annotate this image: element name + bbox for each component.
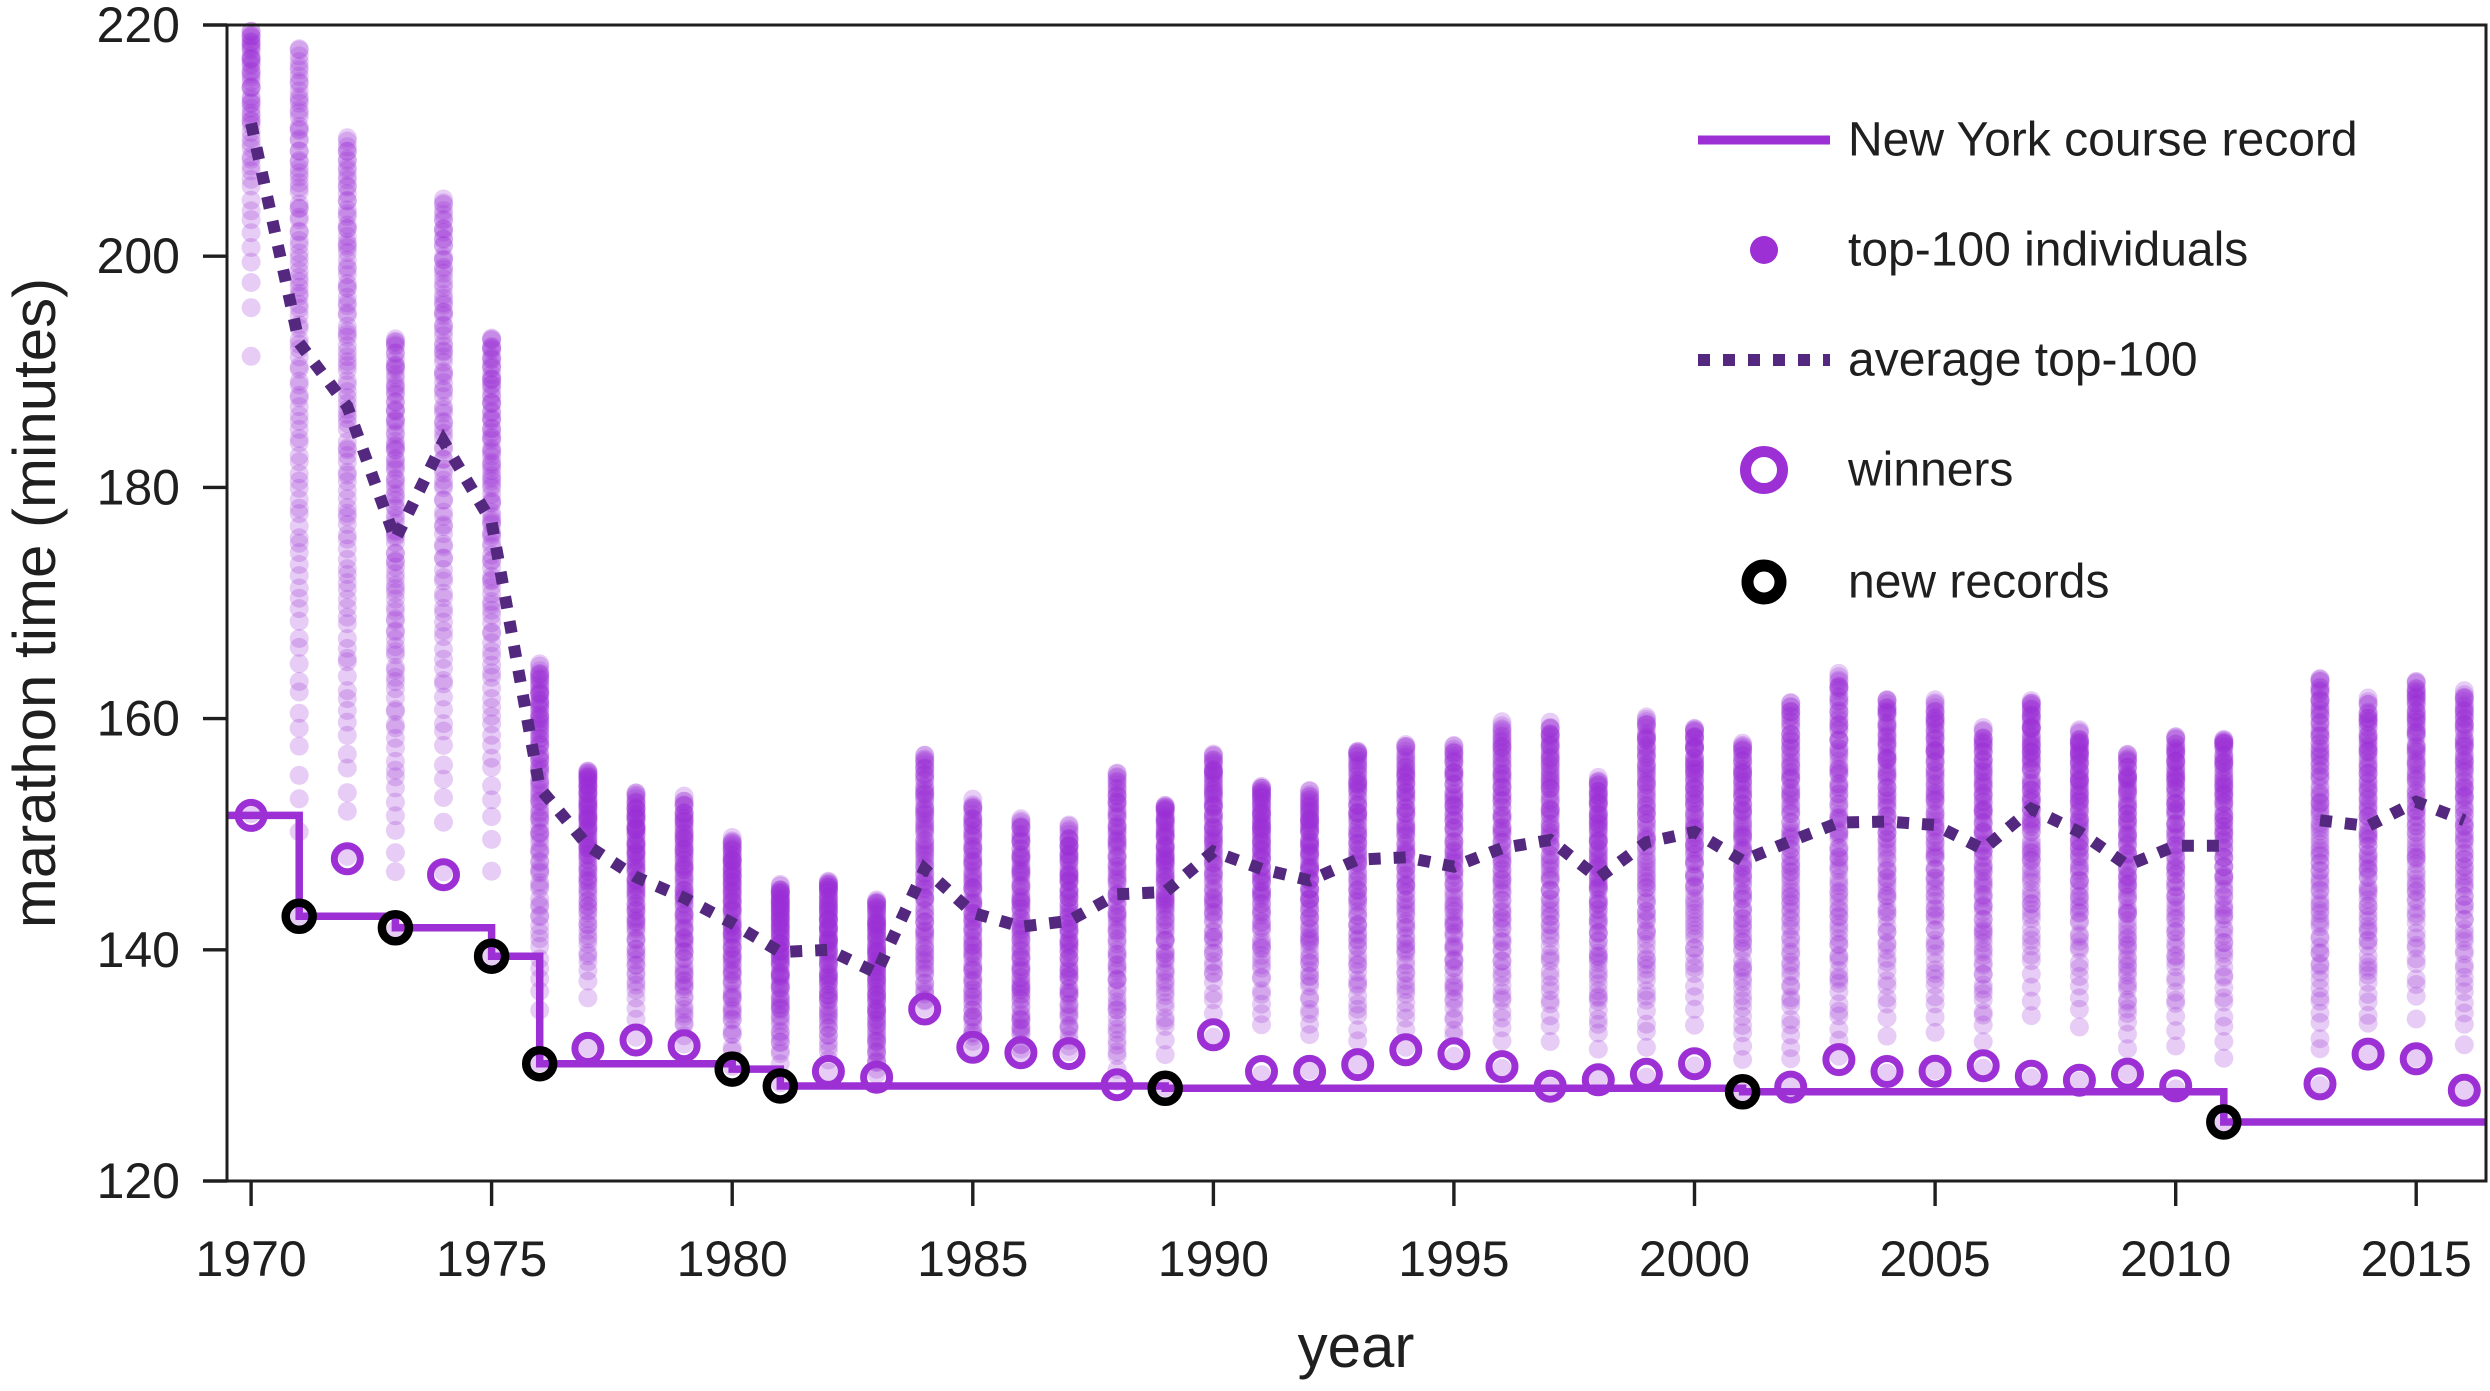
winner-marker-2015: [2399, 1042, 2433, 1076]
x-tick-2005: 2005: [1879, 1231, 1990, 1287]
winner-marker-1994: [1389, 1033, 1423, 1067]
winner-marker-2008: [2062, 1063, 2096, 1097]
x-tick-1990: 1990: [1158, 1231, 1269, 1287]
x-tick-1985: 1985: [917, 1231, 1028, 1287]
winner-marker-2007: [2014, 1059, 2048, 1093]
legend-item-average: average top-100: [1698, 334, 2198, 387]
winner-marker-1992: [1293, 1054, 1327, 1088]
new-record-marker-1976: [521, 1045, 558, 1082]
legend-item-winners: winners: [1740, 444, 2013, 497]
winner-marker-2014: [2351, 1037, 2385, 1071]
winner-marker-1999: [1629, 1057, 1663, 1091]
winner-marker-2013: [2303, 1067, 2337, 1101]
winner-marker-1991: [1245, 1055, 1278, 1088]
winner-marker-1986: [1004, 1036, 1038, 1070]
winner-marker-1993: [1341, 1048, 1375, 1082]
winner-marker-2006: [1966, 1049, 2000, 1083]
y-tick-180: 180: [97, 459, 180, 515]
winner-marker-1970: [234, 798, 268, 832]
winner-marker-1998: [1581, 1063, 1615, 1097]
top100-dots-series: [241, 21, 2474, 1133]
legend-item-course-record: New York course record: [1698, 114, 2358, 167]
winner-marker-2016: [2447, 1073, 2481, 1107]
winner-marker-1985: [956, 1030, 990, 1064]
new-record-marker-1971: [281, 898, 317, 935]
legend-label-new-records: new records: [1848, 556, 2109, 609]
winner-marker-1996: [1485, 1050, 1519, 1084]
legend-label-winners: winners: [1847, 444, 2013, 497]
x-axis-title: year: [1298, 1313, 1415, 1380]
winner-marker-1983: [860, 1060, 894, 1094]
y-tick-220: 220: [97, 0, 180, 53]
legend-label-course-record: New York course record: [1848, 114, 2358, 167]
new-record-marker-1981: [762, 1068, 799, 1104]
top100-dot-swatch: [1750, 236, 1778, 264]
winner-marker-2010: [2159, 1069, 2193, 1103]
winner-marker-1997: [1533, 1069, 1567, 1103]
new-record-circle-swatch: [1741, 559, 1787, 605]
winner-marker-2002: [1774, 1070, 1808, 1104]
winner-marker-2004: [1870, 1055, 1904, 1088]
y-axis-title: marathon time (minutes): [1, 278, 68, 928]
x-tick-1980: 1980: [677, 1231, 788, 1287]
legend-label-average: average top-100: [1848, 334, 2198, 387]
winners-series: [234, 798, 2481, 1107]
winner-marker-1979: [667, 1029, 701, 1063]
new-record-marker-1973: [377, 910, 414, 946]
new-record-marker-1980: [714, 1051, 750, 1087]
winner-marker-1974: [427, 858, 460, 892]
winner-marker-1977: [571, 1031, 605, 1065]
winner-marker-1978: [619, 1023, 653, 1057]
x-tick-1975: 1975: [436, 1231, 547, 1287]
y-tick-160: 160: [97, 691, 180, 747]
new-record-marker-2011: [2206, 1104, 2242, 1140]
legend-item-new-records: new records: [1741, 556, 2109, 609]
winner-marker-1982: [811, 1054, 845, 1088]
winner-marker-2003: [1822, 1043, 1856, 1077]
winner-marker-2005: [1918, 1054, 1952, 1088]
new-record-marker-1989: [1147, 1070, 1183, 1107]
legend-item-top100: top-100 individuals: [1750, 224, 2248, 277]
axes: 120 140 160 180 200 220 1970 1975 1980 1985 1990 19…: [97, 0, 2488, 1287]
new-records-series: [281, 898, 2242, 1140]
new-record-marker-2001: [1724, 1074, 1761, 1110]
winner-marker-1972: [330, 842, 364, 876]
x-tick-2000: 2000: [1639, 1231, 1750, 1287]
winner-marker-1984: [908, 992, 942, 1026]
x-tick-1970: 1970: [195, 1231, 306, 1287]
x-tick-1995: 1995: [1398, 1231, 1509, 1287]
winner-marker-1988: [1100, 1068, 1134, 1102]
winner-marker-1987: [1052, 1037, 1086, 1071]
winner-marker-2009: [2111, 1057, 2144, 1091]
average-top100-line: [245, 122, 2467, 981]
x-tick-2010: 2010: [2120, 1231, 2231, 1287]
y-tick-140: 140: [97, 922, 180, 978]
winner-circle-swatch: [1740, 446, 1788, 494]
winner-marker-1995: [1437, 1037, 1471, 1071]
y-tick-120: 120: [97, 1153, 180, 1209]
winner-marker-2000: [1678, 1047, 1711, 1081]
x-tick-2015: 2015: [2361, 1231, 2472, 1287]
y-tick-200: 200: [97, 228, 180, 284]
winner-marker-1990: [1196, 1018, 1230, 1052]
new-record-marker-1975: [473, 938, 510, 974]
legend-label-top100: top-100 individuals: [1848, 224, 2248, 277]
legend: New York course record top-100 individua…: [1698, 114, 2358, 609]
